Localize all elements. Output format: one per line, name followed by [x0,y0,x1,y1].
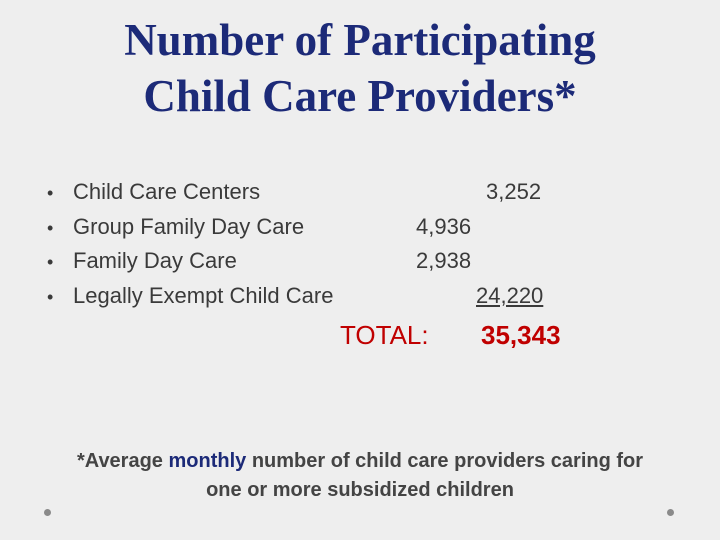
bullet: • [47,287,54,307]
total-value: 35,343 [481,320,561,350]
footnote-text: number of child care providers caring fo… [206,450,644,501]
item-label: Legally Exempt Child Care [73,283,334,308]
footnote-text: *Average [76,450,169,472]
item-label: Group Family Day Care [73,214,305,239]
bullet: • [47,218,54,238]
item-label: Family Day Care [73,248,237,273]
footnote: *Average monthly number of child care pr… [60,447,660,505]
decor-dot [667,509,674,516]
total-label: TOTAL: [340,320,429,350]
decor-dot [44,509,51,516]
item-value: 3,252 [486,179,542,204]
title-line: Child Care Providers* [143,71,577,121]
item-value: 2,938 [416,248,472,273]
item-value: 4,936 [416,214,472,239]
bullet: • [47,252,54,272]
item-value: 24,220 [476,283,544,308]
footnote-emphasis: monthly [168,450,247,472]
item-label: Child Care Centers [73,179,261,204]
bullet: • [47,183,54,203]
title-line: Number of Participating [124,15,596,65]
